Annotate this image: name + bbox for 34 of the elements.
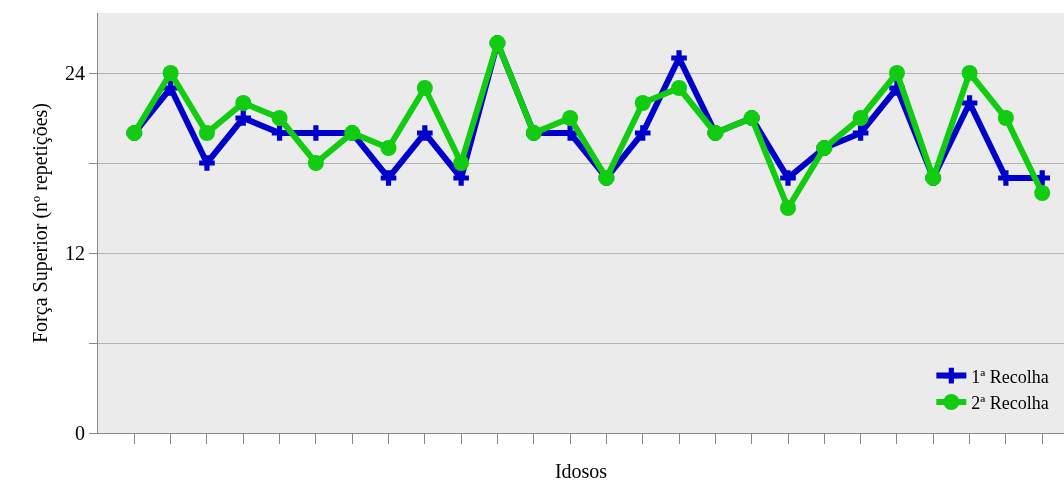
y-tick-label: 12	[65, 242, 85, 264]
point	[562, 110, 579, 126]
point	[235, 110, 252, 126]
legend-label: 1ª Recolha	[971, 366, 1049, 387]
x-axis-title: Idosos	[554, 459, 608, 482]
point	[671, 80, 688, 96]
point	[198, 125, 215, 141]
point	[162, 65, 179, 81]
point	[852, 110, 869, 126]
point	[634, 125, 651, 141]
point	[453, 155, 470, 171]
point	[780, 200, 796, 216]
point	[780, 170, 796, 186]
y-tick-label: 24	[65, 62, 85, 84]
point	[453, 170, 469, 186]
point	[961, 95, 978, 111]
point	[380, 140, 397, 156]
point	[997, 110, 1014, 126]
point	[417, 125, 433, 141]
point	[380, 170, 397, 186]
point	[235, 95, 252, 111]
y-tick-label: 0	[75, 422, 85, 444]
point	[888, 65, 905, 81]
point	[199, 155, 215, 171]
point	[961, 65, 978, 81]
point	[634, 95, 651, 111]
point	[1034, 185, 1051, 201]
point	[271, 110, 288, 126]
point	[671, 50, 687, 66]
legend-label: 2ª Recolha	[971, 393, 1049, 414]
point	[852, 125, 869, 141]
y-axis-title: Força Superior (nº repetições)	[28, 103, 52, 343]
point	[307, 155, 324, 171]
point	[416, 80, 433, 96]
